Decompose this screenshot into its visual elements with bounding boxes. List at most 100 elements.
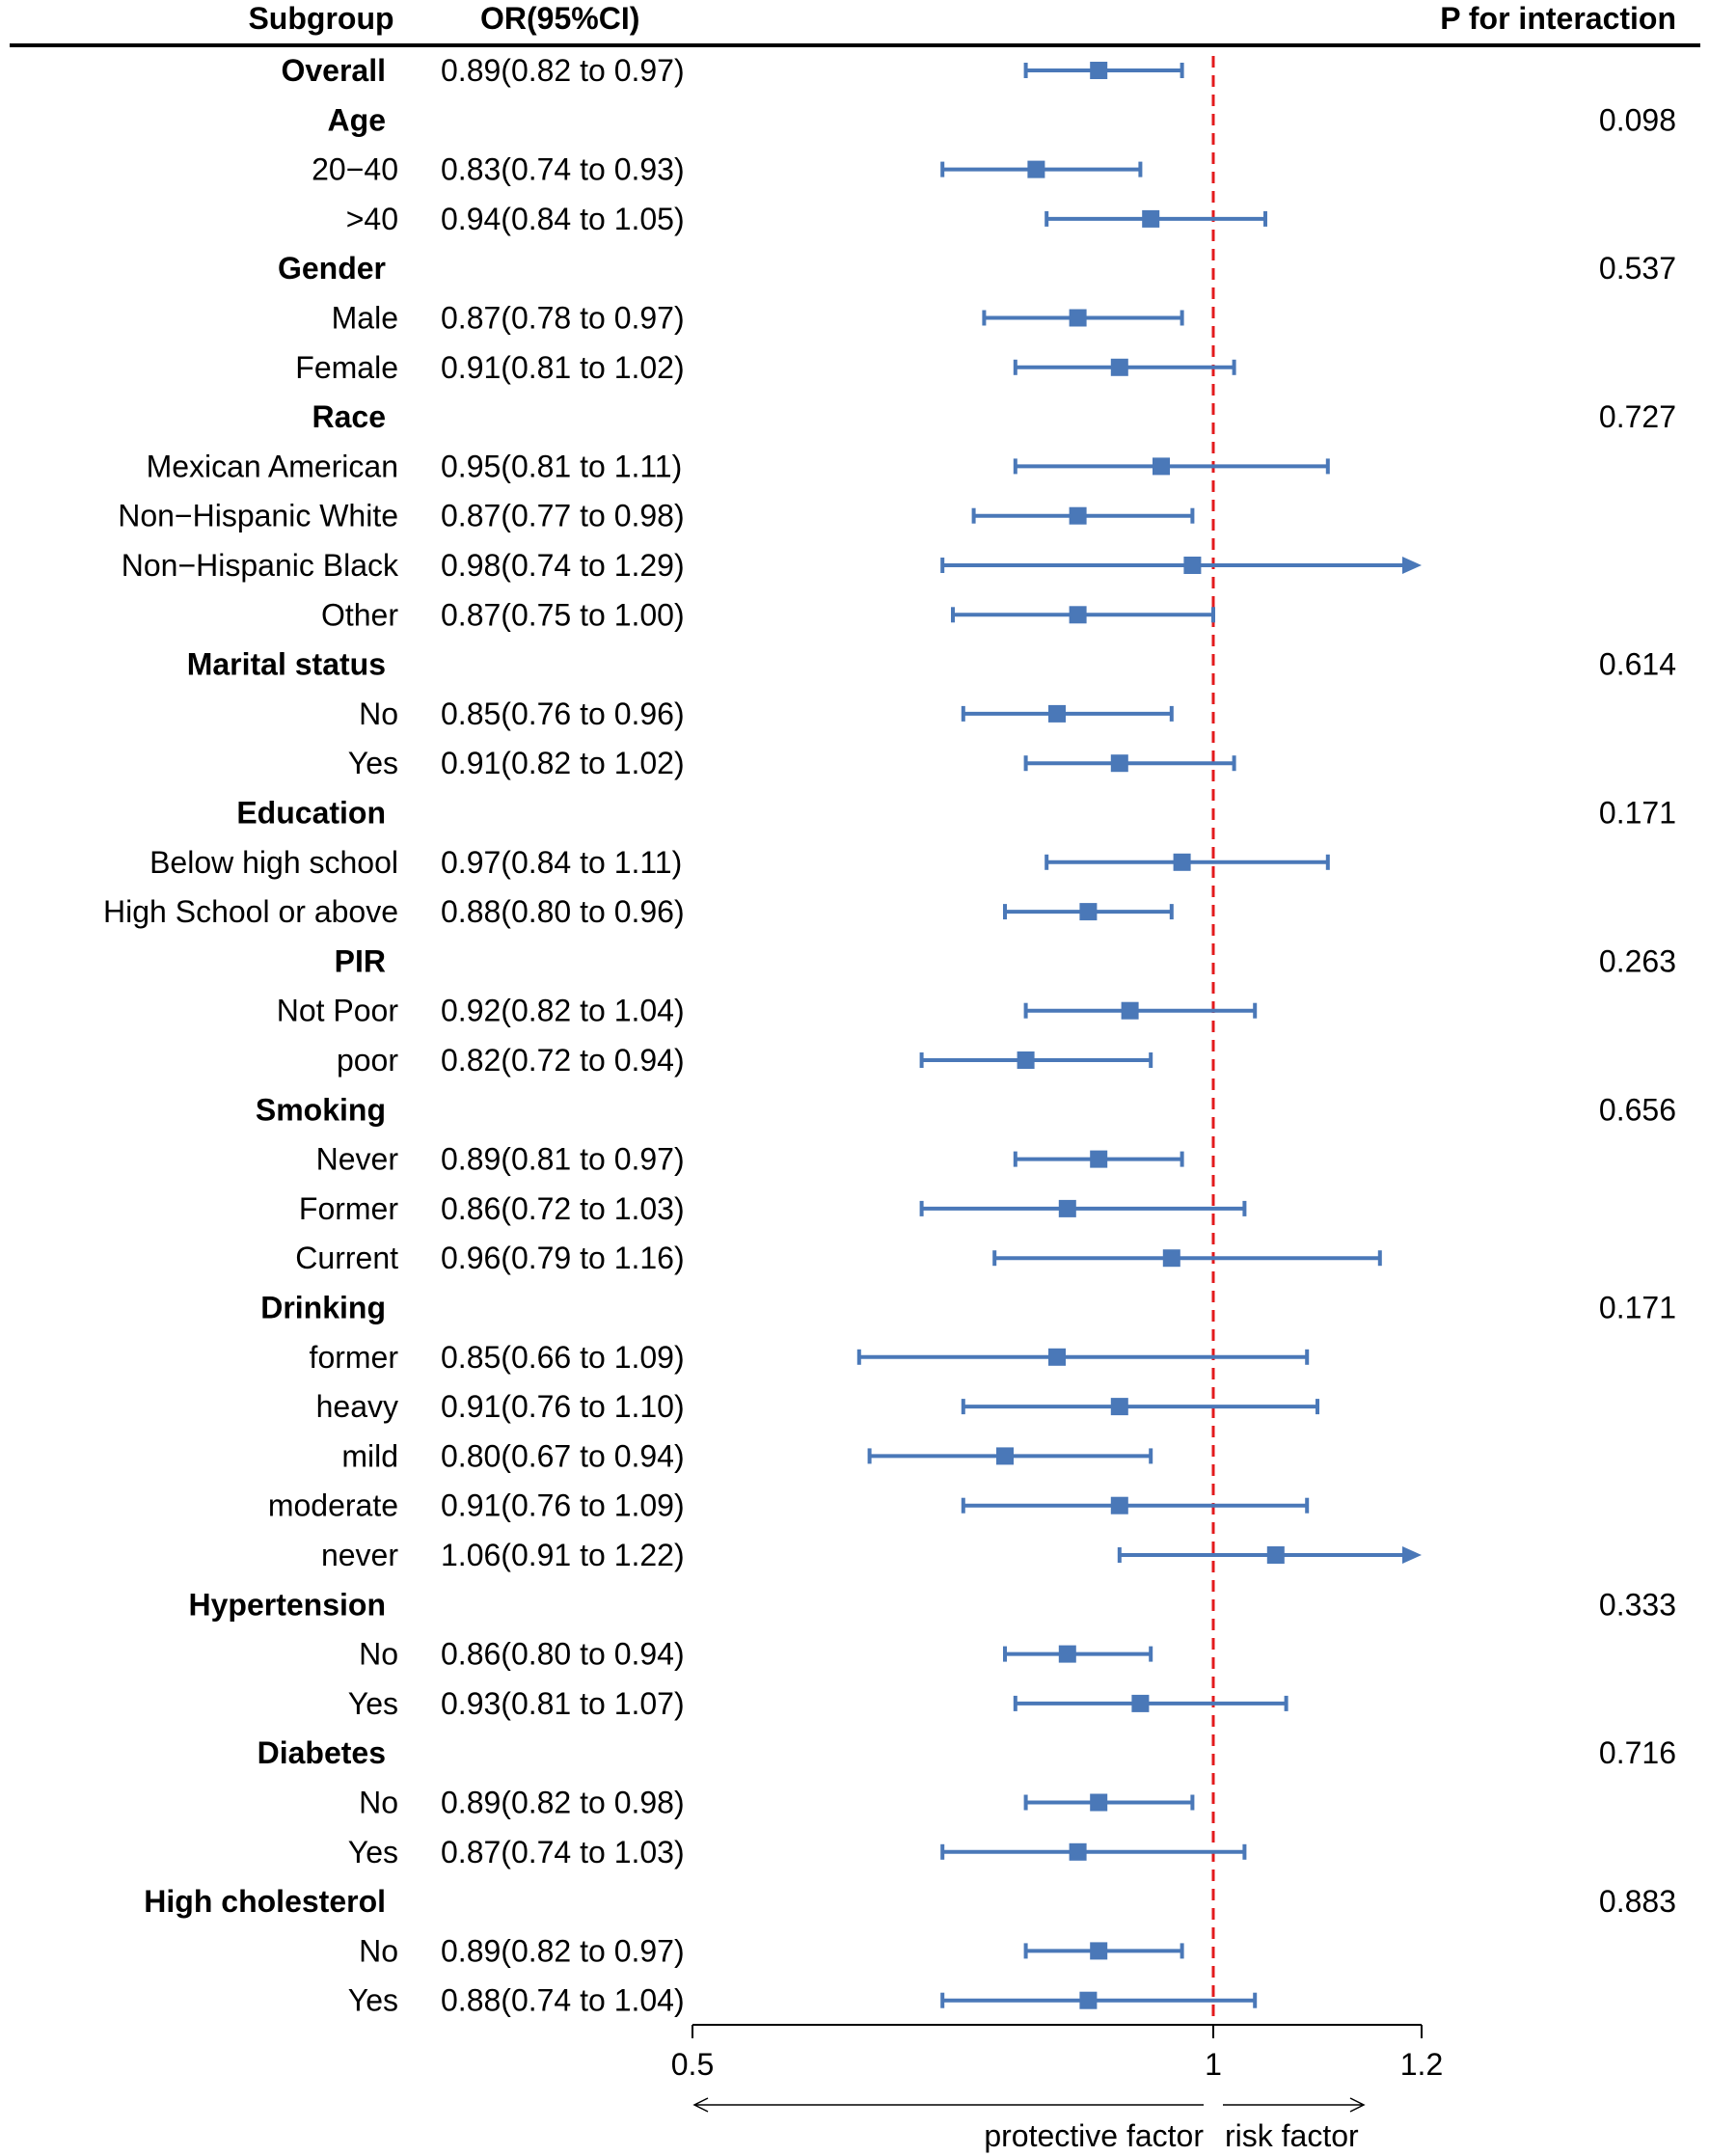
point-estimate: [1090, 1150, 1108, 1168]
point-estimate: [1153, 457, 1170, 476]
point-estimate: [1069, 606, 1087, 624]
subgroup-label: No: [359, 1786, 398, 1820]
or-ci-text: 0.89(0.82 to 0.98): [441, 1786, 685, 1820]
subgroup-row: No 0.89(0.82 to 0.98): [359, 1786, 685, 1820]
ci-mark: [867, 1447, 1153, 1465]
x-tick-label: 0.5: [671, 2047, 714, 2082]
p-interaction-value: 0.098: [1599, 102, 1676, 137]
group-label: Diabetes: [258, 1735, 386, 1770]
or-ci-text: 0.91(0.76 to 1.09): [441, 1488, 685, 1523]
subgroup-row: Male 0.87(0.78 to 0.97): [332, 301, 685, 336]
p-interaction-value: 0.333: [1599, 1587, 1676, 1622]
or-ci-text: 0.85(0.66 to 1.09): [441, 1340, 685, 1375]
or-ci-text: 0.88(0.80 to 0.96): [441, 894, 685, 929]
or-ci-text: 0.87(0.78 to 0.97): [441, 301, 685, 336]
subgroup-row: Non−Hispanic White 0.87(0.77 to 0.98): [118, 499, 684, 533]
subgroup-row: Yes 0.93(0.81 to 1.07): [348, 1686, 685, 1721]
or-ci-text: 0.87(0.75 to 1.00): [441, 597, 685, 632]
ci-mark: [961, 1496, 1310, 1515]
protective-factor-label: protective factor: [984, 2118, 1204, 2153]
point-estimate: [1069, 1842, 1087, 1861]
or-ci-text: 0.88(0.74 to 1.04): [441, 1983, 685, 2018]
point-estimate: [1090, 1793, 1108, 1812]
group-label: Marital status: [187, 647, 386, 682]
point-estimate: [1048, 1348, 1066, 1366]
group-row: Overall 0.89(0.82 to 0.97): [281, 53, 684, 88]
point-estimate: [1079, 903, 1098, 921]
ci-mark: [1013, 457, 1330, 476]
point-estimate: [1017, 1051, 1035, 1069]
subgroup-label: Male: [332, 301, 398, 336]
point-estimate: [1183, 557, 1202, 574]
ci-mark: [1013, 358, 1236, 376]
x-tick-label: 1: [1205, 2047, 1222, 2082]
subgroup-label: heavy: [316, 1389, 398, 1424]
subgroup-row: No 0.85(0.76 to 0.96): [359, 696, 685, 731]
ci-mark: [856, 1348, 1310, 1366]
ci-mark: [1044, 853, 1330, 871]
point-estimate: [1142, 209, 1160, 228]
ci-mark: [1117, 1546, 1422, 1564]
p-interaction-value: 0.537: [1599, 251, 1676, 286]
p-interaction-value: 0.883: [1599, 1884, 1676, 1919]
subgroup-label: Non−Hispanic Black: [122, 548, 399, 583]
group-row: Smoking 0.656: [256, 1092, 1676, 1127]
group-label: Education: [236, 796, 386, 831]
p-interaction-value: 0.171: [1599, 796, 1676, 831]
subgroup-row: Former 0.86(0.72 to 1.03): [299, 1191, 685, 1226]
ci-mark: [919, 1199, 1247, 1217]
subgroup-row: Female 0.91(0.81 to 1.02): [295, 350, 684, 385]
group-label: High cholesterol: [144, 1884, 386, 1919]
ci-mark: [940, 1991, 1258, 2009]
group-label: Gender: [278, 251, 386, 286]
point-estimate: [1110, 1496, 1128, 1515]
ci-mark: [1023, 1001, 1258, 1020]
group-label: Hypertension: [189, 1587, 386, 1622]
subgroup-label: Yes: [348, 1835, 398, 1869]
protective-arrowhead: [692, 2097, 709, 2113]
x-axis: 0.5 1 1.2 protective factor risk factor: [671, 2024, 1443, 2153]
plot-area: [856, 56, 1422, 2018]
point-estimate: [1173, 853, 1191, 871]
subgroup-row: poor 0.82(0.72 to 0.94): [337, 1043, 685, 1078]
ci-mark: [1023, 62, 1184, 79]
point-estimate: [1069, 506, 1087, 525]
subgroup-row: Yes 0.88(0.74 to 1.04): [348, 1983, 685, 2018]
subgroup-label: never: [321, 1538, 398, 1572]
point-estimate: [1090, 1942, 1108, 1960]
point-estimate: [1048, 704, 1066, 723]
group-label: PIR: [335, 943, 386, 978]
subgroup-label: Current: [295, 1241, 398, 1275]
subgroup-label: Mexican American: [147, 449, 398, 483]
point-estimate: [1266, 1546, 1285, 1564]
or-ci-text: 1.06(0.91 to 1.22): [441, 1538, 685, 1572]
subgroup-row: Current 0.96(0.79 to 1.16): [295, 1241, 684, 1275]
p-interaction-value: 0.263: [1599, 943, 1676, 978]
subgroup-label: Not Poor: [277, 994, 399, 1028]
point-estimate: [1027, 160, 1045, 178]
or-ci-text: 0.86(0.80 to 0.94): [441, 1637, 685, 1672]
subgroup-label: Below high school: [149, 845, 398, 880]
or-ci-text: 0.93(0.81 to 1.07): [441, 1686, 685, 1721]
subgroup-label: Never: [316, 1142, 399, 1177]
rows: Overall 0.89(0.82 to 0.97) Age 0.098 20−40 0.…: [103, 53, 1676, 2018]
ci-mark: [1013, 1694, 1289, 1712]
point-estimate: [1079, 1991, 1098, 2009]
p-interaction-value: 0.727: [1599, 399, 1676, 434]
ci-arrow: [1402, 557, 1422, 574]
point-estimate: [1058, 1199, 1076, 1217]
subgroup-label: No: [359, 1933, 398, 1968]
point-estimate: [1090, 62, 1108, 79]
subgroup-row: never 1.06(0.91 to 1.22): [321, 1538, 685, 1572]
group-label: Drinking: [260, 1291, 386, 1325]
subgroup-row: No 0.86(0.80 to 0.94): [359, 1637, 685, 1672]
ci-mark: [940, 557, 1422, 574]
group-row: Diabetes 0.716: [258, 1735, 1676, 1770]
ci-mark: [1023, 1793, 1195, 1812]
subgroup-label: Female: [295, 350, 398, 385]
risk-arrowhead: [1349, 2097, 1366, 2113]
subgroup-label: Yes: [348, 746, 398, 780]
ci-mark: [961, 1398, 1319, 1416]
p-interaction-value: 0.716: [1599, 1735, 1676, 1770]
